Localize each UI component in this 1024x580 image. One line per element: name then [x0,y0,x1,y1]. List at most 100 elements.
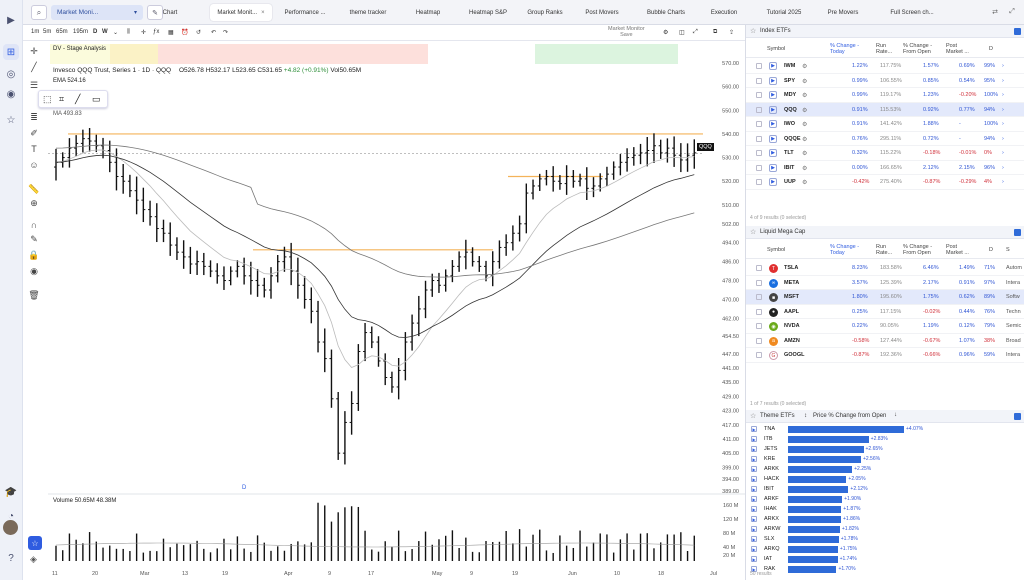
play-icon[interactable]: ▶ [769,149,777,157]
comment-icon[interactable]: ▭ [92,94,101,104]
tab-execution[interactable]: Execution [700,4,748,21]
table-row[interactable]: ∞ META 3.57% 125.39% 2.17% 0.91% 97% Intera [746,276,1024,290]
bar-style-icon[interactable]: ⫼ [127,29,130,35]
table-row[interactable]: ▶ IWO ⚙ 0.91% 141.42% 1.88% - 100% › [746,117,1024,132]
row-checkbox[interactable] [756,308,762,315]
row-checkbox[interactable] [756,279,762,286]
table-row[interactable]: ▶ QQQE ⚙ 0.76% 295.11% 0.72% - 94% › [746,132,1024,146]
close-icon[interactable]: × [261,9,265,16]
col-change-today[interactable]: % Change - Today [830,43,860,55]
undo-icon[interactable]: ↶ [211,30,217,36]
row-checkbox[interactable] [756,337,762,344]
sort-down-icon[interactable]: ↓ [894,412,897,418]
tab-heatmap-s-p[interactable]: Heatmap S&P [455,4,521,21]
play-icon[interactable]: ▶ [751,516,757,522]
indicators-icon[interactable]: ƒx [153,29,160,35]
play-icon[interactable]: ▶ [751,446,757,452]
play-icon[interactable]: ▶ [769,76,777,85]
play-icon[interactable]: ▶ [751,546,757,552]
star-icon[interactable]: ☆ [750,229,757,236]
list-item[interactable]: ▶ JETS +2.65% [746,444,1024,454]
chevron-right-icon[interactable]: › [1002,106,1004,113]
price-chart[interactable]: 570.00 560.00 550.00 540.00 530.00 520.00 510.… [48,41,745,580]
expand-icon[interactable]: ⤢ [693,29,698,35]
row-checkbox[interactable] [756,106,762,113]
grid-icon[interactable]: ⊞ [3,44,19,60]
layers-icon[interactable]: ◈ [30,554,37,564]
col-sector[interactable]: S [1006,247,1010,253]
table-row[interactable]: ▶ MDY ⚙ 0.99% 119.17% 1.23% -0.20% 100% › [746,88,1024,103]
play-icon[interactable]: ▶ [751,496,757,502]
magnet-icon[interactable]: ∩ [30,220,38,230]
tab-group-ranks[interactable]: Group Ranks [518,4,572,21]
play-icon[interactable]: ▶ [751,436,757,442]
play-icon[interactable]: ▶ [769,178,777,186]
chevron-right-icon[interactable]: › [1002,179,1004,185]
list-item[interactable]: ▶ ITB +2.83% [746,434,1024,444]
pen-icon[interactable]: ╱ [75,94,81,104]
chevron-right-icon[interactable]: › [1002,92,1004,98]
tab-pre-movers[interactable]: Pre Movers [814,4,872,21]
market-monitor-label[interactable]: Market Monitor Save [608,26,645,38]
redo-icon[interactable]: ↷ [223,30,229,36]
grad-cap-icon[interactable]: 🎓 [4,486,18,498]
avatar[interactable] [3,520,18,535]
row-checkbox[interactable] [756,63,762,69]
table-row[interactable]: ▶ SPY ⚙ 0.99% 106.55% 0.85% 0.54% 95% › [746,74,1024,88]
row-checkbox[interactable] [756,294,762,300]
row-checkbox[interactable] [756,121,762,127]
play-icon[interactable]: ▶ [769,105,777,114]
tab-bubble-charts[interactable]: Bubble Charts [630,4,702,21]
play-icon[interactable]: ▶ [751,526,757,532]
col-post-market[interactable]: Post Market ... [946,43,969,55]
chevron-right-icon[interactable]: › [1002,63,1004,69]
theme-etfs-header[interactable]: ☆ Theme ETFs ↕ Price % Change from Open … [746,410,1024,423]
list-item[interactable]: ▶ ARKW +1.82% [746,524,1024,534]
list-item[interactable]: ▶ ARKQ +1.75% [746,544,1024,554]
theme-sort-label[interactable]: Price % Change from Open [813,413,887,419]
workspace-selector[interactable]: Market Moni... ▾ [51,5,143,20]
settings-icon[interactable]: ⚙ [802,78,808,85]
index-etfs-header[interactable]: ☆ Index ETFs [746,25,1024,38]
row-checkbox[interactable] [756,150,762,156]
list-item[interactable]: ▶ IAT +1.74% [746,554,1024,564]
logo-icon[interactable]: ▶ [7,14,15,26]
table-row[interactable]: ▶ TLT ⚙ 0.32% 115.22% -0.18% -0.01% 0% › [746,146,1024,161]
lock-icon[interactable]: 🔒 [28,249,40,260]
col-change-today[interactable]: % Change - Today [830,244,860,256]
row-checkbox[interactable] [756,179,762,185]
play-icon[interactable]: ▶ [769,134,777,143]
ruler-icon[interactable]: 📏 [28,183,40,194]
fib-retracement-icon[interactable]: ≣ [30,111,38,122]
timeframe-d[interactable]: D [93,29,98,35]
settings-icon[interactable]: ⚙ [802,180,808,186]
chevron-right-icon[interactable]: › [1002,150,1004,156]
row-checkbox[interactable] [756,92,762,98]
row-checkbox[interactable] [756,135,762,142]
settings-icon[interactable]: ⚙ [802,64,808,70]
mega-cap-header[interactable]: ☆ Liquid Mega Cap [746,226,1024,239]
chevron-right-icon[interactable]: › [1002,77,1004,84]
list-item[interactable]: ▶ KRE +2.56% [746,454,1024,464]
lock-draw-icon[interactable]: ✎ [30,233,38,244]
tab-post-movers[interactable]: Post Movers [574,4,630,21]
row-checkbox[interactable] [756,77,762,84]
chevron-right-icon[interactable]: › [1002,121,1004,127]
table-row[interactable]: ▶ UUP ⚙ -0.42% 275.40% -0.87% -0.29% 4% › [746,175,1024,190]
settings-icon[interactable]: ⚙ [802,107,808,114]
settings-icon[interactable]: ⚙ [663,30,669,36]
settings-icon[interactable]: ⚙ [802,151,808,157]
chevron-right-icon[interactable]: › [1002,135,1004,142]
play-icon[interactable]: ▶ [751,566,757,572]
timeframe-65m[interactable]: 65m [56,29,68,35]
brush-icon[interactable]: ✐ [30,127,38,138]
layout-icon[interactable]: ▦ [168,30,174,36]
bell-icon[interactable]: ◔ [7,510,15,522]
col-post-market[interactable]: Post Market ... [946,244,969,256]
star-icon[interactable]: ☆ [750,28,757,35]
timeframe-1m[interactable]: 1m [31,29,40,35]
row-checkbox[interactable] [756,352,762,358]
list-item[interactable]: ▶ IBIT +2.12% [746,484,1024,494]
timeframe-5m[interactable]: 5m [43,29,52,35]
chevron-down-icon[interactable]: ⌄ [113,30,119,36]
